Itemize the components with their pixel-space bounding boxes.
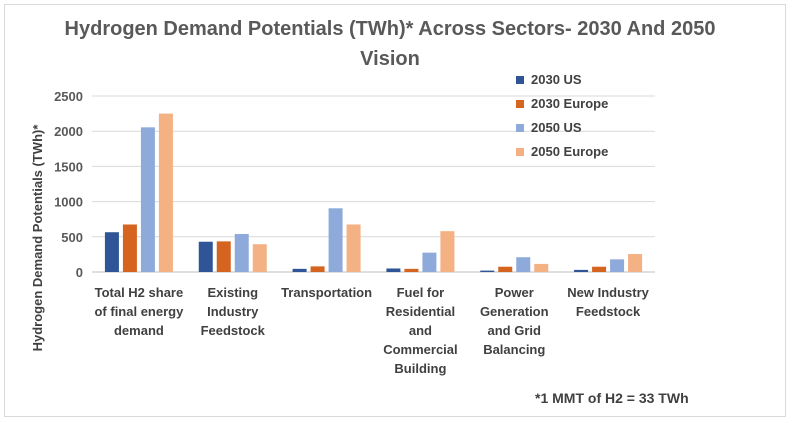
bar (628, 254, 643, 272)
x-category-label-line: Industry (207, 304, 259, 319)
bar (216, 241, 231, 272)
gridlines (92, 95, 655, 273)
bars (104, 113, 643, 272)
x-category-label-line: Feedstock (201, 323, 266, 338)
x-category-label-line: of final energy (94, 304, 184, 319)
chart-title: Hydrogen Demand Potentials (TWh)* Across… (64, 18, 716, 70)
bar (404, 268, 419, 272)
bar (422, 252, 437, 272)
bar (346, 224, 361, 272)
chart-frame (4, 4, 786, 417)
x-category-label-line: Feedstock (576, 304, 641, 319)
legend-label: 2030 Europe (531, 96, 609, 111)
bar (480, 270, 495, 272)
y-tick-label: 0 (76, 265, 83, 280)
bar (328, 208, 343, 272)
x-category-label: Existing Industry Feedstock (201, 285, 266, 338)
legend-label: 2050 US (531, 120, 582, 135)
x-category-label: Total H2 share of final energy demand (94, 285, 184, 338)
legend-swatch (516, 148, 524, 156)
bar (386, 268, 401, 272)
x-axis-categories: Total H2 share of final energy demand Exist… (94, 285, 649, 376)
y-tick-label: 2500 (54, 89, 83, 104)
bar (252, 244, 267, 272)
bar (440, 231, 455, 272)
bar (574, 269, 589, 272)
y-axis-title: Hydrogen Demand Potentials (TWh)* (30, 124, 45, 352)
x-category-label: Transportation (281, 285, 372, 300)
y-axis-ticks: 0 500 1000 1500 2000 2500 (54, 89, 83, 280)
bar (234, 233, 249, 272)
bar (516, 257, 531, 272)
bar (610, 259, 625, 272)
x-category-label-line: Total H2 share (95, 285, 184, 300)
legend-swatch (516, 76, 524, 84)
y-tick-label: 1000 (54, 195, 83, 210)
x-category-label-line: Existing (207, 285, 258, 300)
bar (498, 266, 513, 272)
footnote: *1 MMT of H2 = 33 TWh (535, 390, 689, 406)
bar (158, 113, 173, 272)
bar (310, 266, 325, 272)
legend-swatch (516, 124, 524, 132)
legend-label: 2050 Europe (531, 144, 609, 159)
y-tick-label: 2000 (54, 124, 83, 139)
x-category-label: Fuel for Residential and Commercial Building (383, 285, 457, 376)
bar (122, 224, 137, 272)
bar (140, 127, 155, 272)
bar (104, 232, 119, 272)
x-category-label: New Industry Feedstock (567, 285, 649, 319)
legend-label: 2030 US (531, 72, 582, 87)
x-category-label-line: Residential (386, 304, 455, 319)
legend-swatch (516, 100, 524, 108)
x-category-label-line: Commercial (383, 342, 457, 357)
x-category-label-line: Fuel for (397, 285, 445, 300)
x-category-label-line: Power (495, 285, 534, 300)
bar (292, 268, 307, 272)
x-category-label-line: Generation (480, 304, 549, 319)
y-tick-label: 500 (61, 230, 83, 245)
x-category-label: Power Generation and Grid Balancing (480, 285, 549, 357)
x-category-label-line: Transportation (281, 285, 372, 300)
bar (534, 263, 549, 272)
x-category-label-line: demand (114, 323, 164, 338)
x-category-label-line: Balancing (483, 342, 545, 357)
y-tick-label: 1500 (54, 159, 83, 174)
x-category-label-line: New Industry (567, 285, 649, 300)
x-category-label-line: and (409, 323, 432, 338)
x-category-label-line: Building (394, 361, 446, 376)
bar (198, 241, 213, 272)
bar (592, 266, 607, 272)
x-category-label-line: and Grid (488, 323, 542, 338)
